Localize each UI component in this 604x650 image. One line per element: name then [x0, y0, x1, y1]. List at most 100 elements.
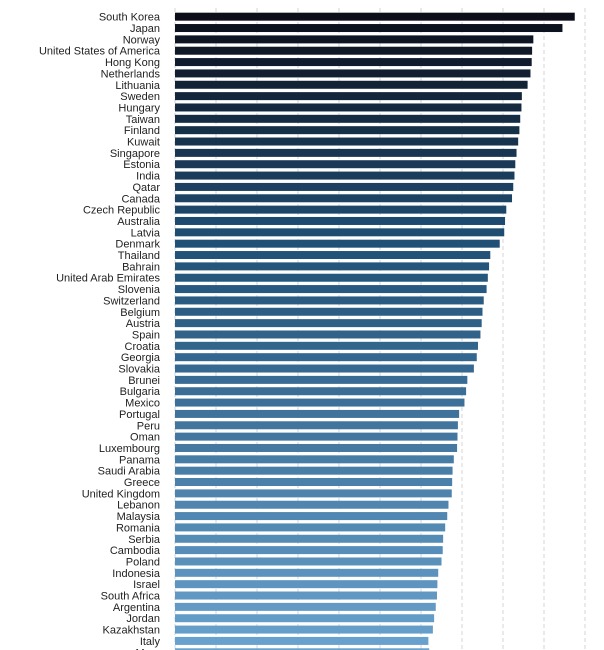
- bar-georgia: [175, 353, 477, 362]
- category-label: Sweden: [120, 91, 160, 103]
- bar-belgium: [175, 307, 483, 316]
- bar-denmark: [175, 239, 500, 248]
- bar-lithuania: [175, 80, 528, 89]
- category-label: Switzerland: [103, 295, 160, 307]
- bar-poland: [175, 557, 442, 566]
- bar-south-korea: [175, 12, 575, 21]
- bar-bulgaria: [175, 387, 467, 396]
- bar-india: [175, 171, 515, 180]
- bar-singapore: [175, 148, 517, 157]
- bar-oman: [175, 432, 458, 441]
- category-label: Finland: [124, 125, 160, 137]
- bar-jordan: [175, 614, 435, 623]
- bar-south-africa: [175, 591, 437, 600]
- bar-bahrain: [175, 262, 490, 271]
- category-label: Argentina: [113, 602, 161, 614]
- bar-czech-republic: [175, 205, 507, 214]
- category-label: Oman: [130, 432, 160, 444]
- category-label: Bulgaria: [120, 386, 161, 398]
- bar-mexico: [175, 398, 465, 407]
- category-label: Portugal: [119, 409, 160, 421]
- bar-romania: [175, 523, 446, 532]
- bar-peru: [175, 421, 458, 430]
- bar-latvia: [175, 228, 505, 237]
- bar-canada: [175, 194, 513, 203]
- category-label: Panama: [119, 454, 161, 466]
- category-label: Hungary: [118, 102, 160, 114]
- category-label: Singapore: [110, 148, 160, 160]
- bar-united-states-of-america: [175, 46, 533, 55]
- category-label: Serbia: [128, 534, 161, 546]
- category-label: Estonia: [123, 159, 161, 171]
- category-label: Mo...: [136, 647, 160, 650]
- bar-croatia: [175, 341, 478, 350]
- bar-finland: [175, 126, 520, 135]
- category-label: Norway: [123, 34, 161, 46]
- category-label: South Korea: [99, 12, 161, 24]
- bar-kuwait: [175, 137, 519, 146]
- category-label: Bahrain: [122, 261, 160, 273]
- category-label: Saudi Arabia: [98, 466, 161, 478]
- category-label: Canada: [121, 193, 160, 205]
- bar-italy: [175, 636, 429, 645]
- category-label: Poland: [126, 556, 160, 568]
- category-label: United States of America: [39, 46, 161, 58]
- category-label: Netherlands: [101, 68, 161, 80]
- category-label: Slovenia: [118, 284, 161, 296]
- bar-brunei: [175, 375, 468, 384]
- category-label: United Arab Emirates: [56, 273, 160, 285]
- bar-qatar: [175, 182, 514, 191]
- bar-netherlands: [175, 69, 531, 78]
- category-label: Romania: [116, 522, 161, 534]
- category-label: Czech Republic: [83, 205, 161, 217]
- category-label: India: [136, 171, 161, 183]
- bar-saudi-arabia: [175, 466, 453, 475]
- category-label: Lithuania: [115, 80, 161, 92]
- bar-slovenia: [175, 285, 487, 294]
- bar-israel: [175, 580, 438, 589]
- bar-greece: [175, 478, 453, 487]
- category-label: Belgium: [120, 307, 160, 319]
- category-label: Italy: [140, 636, 161, 648]
- bar-malaysia: [175, 512, 448, 521]
- category-label: Hong Kong: [105, 57, 160, 69]
- bar-sweden: [175, 92, 522, 101]
- category-label: Cambodia: [110, 545, 161, 557]
- category-label: Israel: [133, 579, 160, 591]
- category-label: Brunei: [128, 375, 160, 387]
- category-label: Mexico: [125, 398, 160, 410]
- category-label: Lebanon: [117, 500, 160, 512]
- bar-thailand: [175, 251, 491, 260]
- bar-united-arab-emirates: [175, 273, 488, 282]
- category-label: Jordan: [126, 613, 160, 625]
- category-label: Latvia: [131, 227, 161, 239]
- category-label: Kuwait: [127, 137, 160, 149]
- bar-lebanon: [175, 500, 449, 509]
- category-label: Japan: [130, 23, 160, 35]
- bar-slovakia: [175, 364, 474, 373]
- category-label: Slovakia: [118, 364, 160, 376]
- bar-argentina: [175, 602, 436, 611]
- category-label: South Africa: [101, 591, 161, 603]
- bars: [175, 12, 575, 650]
- bar-luxembourg: [175, 443, 458, 452]
- bar-austria: [175, 319, 482, 328]
- category-label: Qatar: [132, 182, 160, 194]
- category-label: Malaysia: [117, 511, 161, 523]
- bar-mo-: [175, 648, 430, 650]
- category-label: Taiwan: [126, 114, 160, 126]
- bar-united-kingdom: [175, 489, 452, 498]
- category-label: Peru: [137, 420, 160, 432]
- category-label: Spain: [132, 329, 160, 341]
- bar-portugal: [175, 409, 460, 418]
- category-label: Greece: [124, 477, 160, 489]
- category-label: Luxembourg: [99, 443, 160, 455]
- bar-spain: [175, 330, 481, 339]
- bar-serbia: [175, 534, 444, 543]
- category-label: Indonesia: [112, 568, 161, 580]
- bar-hong-kong: [175, 58, 532, 67]
- bar-norway: [175, 35, 534, 44]
- bar-indonesia: [175, 568, 439, 577]
